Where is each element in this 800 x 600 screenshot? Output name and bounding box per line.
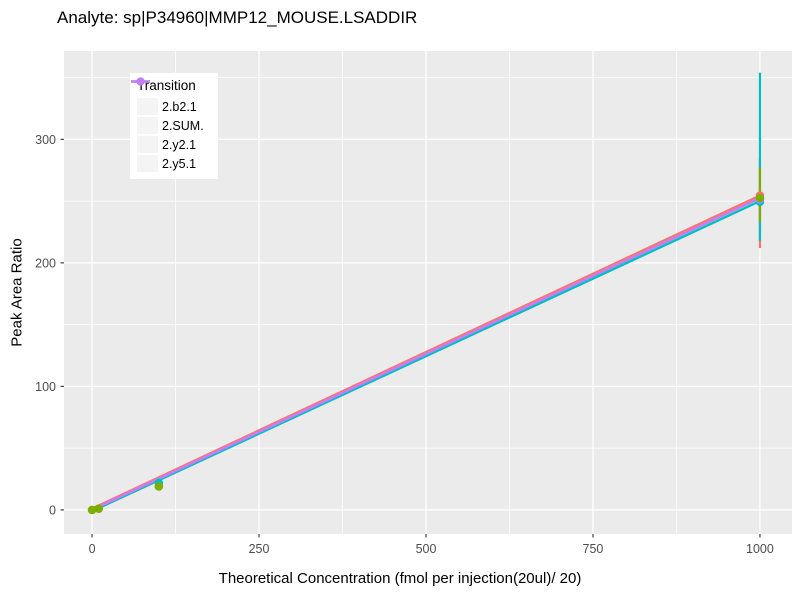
legend-entry: 2.b2.1 — [131, 77, 210, 116]
y-tick-label: 300 — [35, 133, 56, 147]
data-point — [87, 505, 97, 515]
x-tick-label: 750 — [583, 542, 604, 556]
legend-entry-label: 2.y5.1 — [162, 156, 197, 171]
y-tick-label: 100 — [35, 380, 56, 394]
legend-entry: 2.y2.1 — [131, 77, 210, 154]
legend-entry: 2.y5.1 — [131, 77, 210, 173]
y-axis-title: Peak Area Ratio — [8, 238, 26, 347]
x-tick-label: 1000 — [746, 542, 774, 556]
legend-key-glyph — [131, 77, 158, 172]
pointrange-icon — [131, 77, 150, 86]
data-point — [94, 504, 104, 513]
data-point — [755, 193, 765, 203]
legend-title: Transition — [137, 78, 196, 93]
legend-key-glyph — [131, 77, 158, 153]
x-tick-label: 0 — [89, 542, 96, 556]
x-tick-label: 250 — [249, 542, 270, 556]
y-tick-label: 200 — [35, 256, 56, 270]
series-line — [91, 194, 761, 510]
series-line — [91, 196, 761, 511]
legend-entry-label: 2.SUM. — [162, 118, 204, 133]
data-point — [154, 482, 164, 491]
legend-entry: 2.SUM. — [131, 77, 210, 135]
y-tick-label: 0 — [49, 503, 56, 517]
legend-entry-label: 2.b2.1 — [162, 99, 197, 114]
x-axis-title: Theoretical Concentration (fmol per inje… — [218, 570, 582, 587]
legend-key-glyph — [131, 77, 158, 115]
chart-title: Analyte: sp|P34960|MMP12_MOUSE.LSADDIR — [57, 8, 418, 27]
legend: Transition 2.b2.1 2.SUM. 2.y2.1 2.y5.1 — [130, 73, 218, 179]
x-tick-label: 500 — [416, 542, 437, 556]
legend-key-glyph — [131, 77, 158, 134]
legend-entry-label: 2.y2.1 — [162, 137, 197, 152]
series-line — [91, 199, 761, 513]
legend-entries: 2.b2.1 2.SUM. 2.y2.1 2.y5.1 — [131, 77, 210, 173]
